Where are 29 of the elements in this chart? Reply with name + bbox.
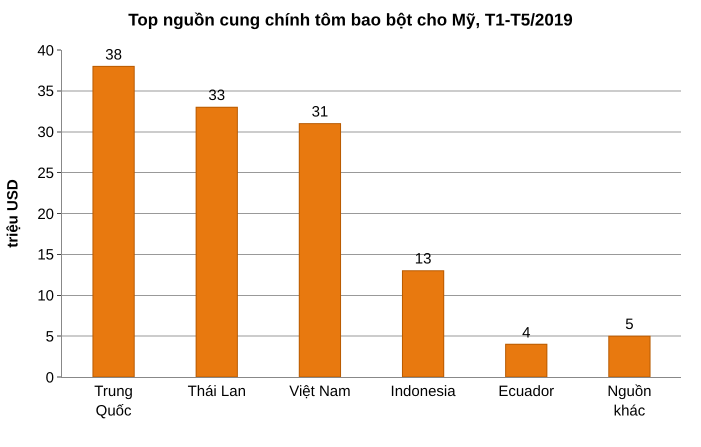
- y-tick-label: 25: [37, 164, 54, 182]
- y-tick-label: 40: [37, 42, 54, 60]
- x-tick-label: Việt Nam: [289, 383, 351, 400]
- data-label: 38: [105, 46, 122, 64]
- data-label: 5: [625, 316, 634, 334]
- x-tick-label: Nguồn khác: [607, 383, 652, 420]
- y-tick-label: 15: [37, 246, 54, 264]
- y-tick-label: 10: [37, 288, 54, 304]
- data-label: 13: [414, 250, 432, 268]
- data-label: 4: [522, 324, 530, 342]
- bar: [608, 336, 651, 377]
- y-tick-label: 20: [37, 206, 54, 223]
- x-tick-label: Trung Quốc: [94, 383, 133, 420]
- bar: [402, 270, 444, 377]
- x-tick-label: Indonesia: [390, 383, 456, 400]
- bar: [505, 344, 548, 377]
- data-label: 31: [312, 104, 328, 121]
- y-tick-label: 35: [37, 83, 54, 100]
- y-tick-label: 30: [37, 124, 54, 141]
- data-label: 33: [208, 87, 226, 104]
- y-axis-title: triệu USD: [4, 179, 22, 248]
- bar: [298, 123, 342, 377]
- bar: [196, 106, 238, 377]
- x-tick-label: Thái Lan: [188, 383, 246, 400]
- y-tick-label: 0: [46, 369, 54, 386]
- bar: [92, 66, 135, 377]
- y-tick-label: 5: [46, 328, 54, 346]
- chart-title: Top nguồn cung chính tôm bao bột cho Mỹ, T1-T5/2019: [128, 10, 573, 30]
- x-tick-label: Ecuador: [498, 383, 554, 400]
